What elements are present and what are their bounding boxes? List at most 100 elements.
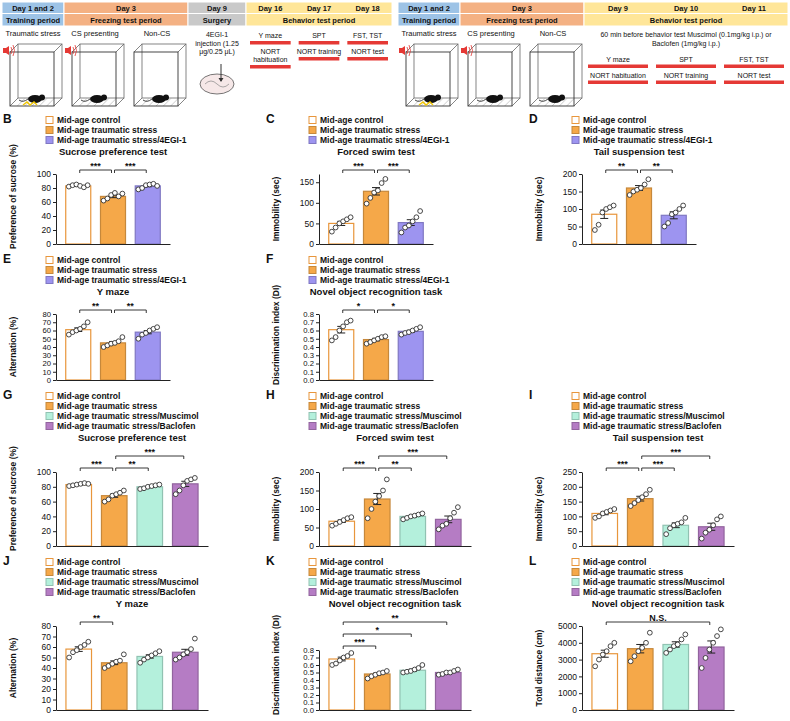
cage-edge: [406, 98, 414, 106]
y-tick: 30: [42, 351, 56, 360]
injection-tip: [219, 78, 224, 82]
data-point: [644, 640, 649, 645]
legend-swatch: [46, 403, 53, 410]
data-point: [718, 627, 723, 632]
y-tick-label: 100: [300, 198, 314, 208]
legend-label: Mid-age traumatic stress/4EGI-1: [320, 135, 450, 145]
y-tick-label: 1000: [558, 688, 577, 698]
legend: Mid-age controlMid-age traumatic stressM…: [572, 391, 725, 431]
y-axis-line: [56, 473, 57, 547]
data-point: [646, 177, 651, 182]
y-axis: 01020304050607080: [42, 621, 57, 715]
y-tick: 40: [42, 211, 56, 221]
y-tick-mark: [53, 516, 56, 517]
y-tick-mark: [316, 703, 319, 704]
chart-panel: DMid-age controlMid-age traumatic stress…: [529, 112, 713, 249]
cage-front: [406, 52, 450, 106]
cage-label: Traumatic stress: [5, 29, 60, 38]
legend-label: Mid-age control: [57, 391, 120, 401]
bar: [663, 525, 689, 546]
y-tick-label: 70: [42, 632, 52, 642]
y-tick-label: 10: [42, 368, 51, 377]
y-tick-mark: [53, 380, 56, 381]
y-tick: 50: [42, 335, 56, 344]
y-tick: 100: [37, 467, 56, 477]
legend-swatch: [46, 423, 53, 430]
chart-panel: EMid-age controlMid-age traumatic stress…: [3, 252, 187, 385]
y-tick-mark: [316, 223, 319, 224]
y-axis-title: Immobility (sec): [534, 476, 544, 541]
x-axis-line: [583, 546, 735, 547]
data-point: [118, 658, 123, 663]
legend-label: Mid-age control: [320, 255, 383, 265]
mouse-head: [497, 95, 503, 101]
y-tick-mark: [53, 679, 56, 680]
x-axis-line: [57, 380, 171, 381]
y-tick: 20: [42, 359, 56, 368]
y-tick-mark: [316, 355, 319, 356]
y-tick: 70: [42, 632, 56, 642]
y-tick-label: 0: [47, 376, 51, 385]
y-axis-line: [56, 627, 57, 711]
legend-swatch: [309, 559, 316, 566]
y-tick-mark: [316, 182, 319, 183]
x-axis-line: [320, 710, 472, 711]
bar: [101, 663, 127, 710]
data-point: [612, 640, 617, 645]
speaker-wave: [73, 45, 77, 56]
legend: Mid-age controlMid-age traumatic stressM…: [46, 255, 187, 285]
panel-letter: D: [529, 112, 538, 126]
legend-swatch: [572, 393, 579, 400]
day-label: Day 9: [608, 4, 628, 13]
y-tick-mark: [53, 314, 56, 315]
test-label: FST, TST: [353, 32, 383, 39]
bar: [592, 513, 618, 546]
y-tick: 0: [572, 705, 582, 715]
plot-marks: [329, 477, 461, 546]
y-tick: 40: [42, 343, 56, 352]
significance-label: **: [128, 459, 136, 469]
y-tick-mark: [316, 665, 319, 666]
speaker-wave: [11, 45, 15, 56]
legend-swatch: [46, 579, 53, 586]
error-bar: [707, 641, 715, 653]
cage-label: CS presenting: [71, 29, 119, 38]
x-axis: [57, 546, 209, 547]
mouse-head: [101, 95, 107, 101]
data-point: [329, 229, 334, 234]
significance-label: **: [653, 161, 661, 171]
x-axis: [57, 244, 171, 245]
data-point: [86, 481, 91, 486]
y-tick: 60: [42, 642, 56, 652]
y-tick-mark: [53, 355, 56, 356]
y-tick-label: 50: [305, 523, 315, 533]
significance-label: **: [391, 613, 399, 623]
procedure-note: 60 min before behavior test Muscimol (0.…: [600, 31, 772, 48]
y-tick-mark: [579, 710, 582, 711]
legend-swatch: [572, 579, 579, 586]
y-tick-label: 150: [563, 497, 577, 507]
y-tick-mark: [579, 531, 582, 532]
y-axis: 0.00.10.20.30.40.50.60.70.8: [303, 646, 319, 715]
test-bar: [250, 41, 291, 45]
header-divider: [584, 13, 788, 14]
legend-label: Mid-age traumatic stress/Baclofen: [583, 587, 721, 597]
y-tick-label: 150: [563, 187, 577, 197]
data-point: [455, 667, 460, 672]
legend-label: Mid-age control: [57, 255, 120, 265]
period-label: Behavior test period: [283, 16, 356, 25]
data-point: [86, 639, 91, 644]
y-axis: 0.00.10.20.30.40.50.60.70.8: [303, 310, 319, 385]
brain-icon: [200, 64, 234, 94]
y-tick: 0.8: [303, 646, 319, 655]
test-bar: [588, 81, 648, 85]
legend-swatch: [46, 413, 53, 420]
legend-swatch: [309, 579, 316, 586]
test-bar: [656, 65, 716, 69]
y-tick-label: 20: [42, 225, 52, 235]
legend-label: Mid-age traumatic stress/4EGI-1: [583, 135, 713, 145]
y-tick-mark: [316, 695, 319, 696]
y-tick-mark: [579, 209, 582, 210]
plot-marks: [592, 177, 687, 244]
y-tick: 70: [42, 318, 56, 327]
